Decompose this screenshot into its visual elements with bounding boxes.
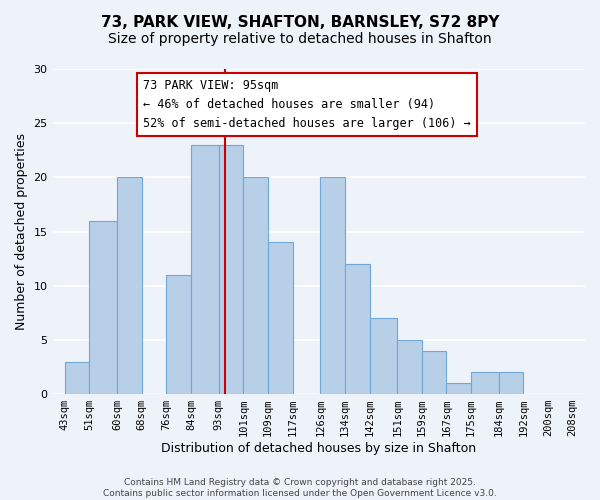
Bar bbox=[268, 242, 293, 394]
Bar bbox=[117, 178, 142, 394]
Bar bbox=[471, 372, 499, 394]
Text: 73, PARK VIEW, SHAFTON, BARNSLEY, S72 8PY: 73, PARK VIEW, SHAFTON, BARNSLEY, S72 8P… bbox=[101, 15, 499, 30]
Bar bbox=[446, 383, 471, 394]
Text: 73 PARK VIEW: 95sqm
← 46% of detached houses are smaller (94)
52% of semi-detach: 73 PARK VIEW: 95sqm ← 46% of detached ho… bbox=[143, 79, 471, 130]
Bar bbox=[499, 372, 523, 394]
Bar bbox=[89, 220, 117, 394]
Bar bbox=[166, 275, 191, 394]
Bar bbox=[219, 145, 244, 394]
Bar bbox=[244, 178, 268, 394]
Bar bbox=[345, 264, 370, 394]
Bar bbox=[65, 362, 89, 394]
Y-axis label: Number of detached properties: Number of detached properties bbox=[15, 133, 28, 330]
Text: Contains HM Land Registry data © Crown copyright and database right 2025.
Contai: Contains HM Land Registry data © Crown c… bbox=[103, 478, 497, 498]
Bar bbox=[422, 350, 446, 394]
Bar bbox=[397, 340, 422, 394]
Bar bbox=[320, 178, 345, 394]
Bar bbox=[370, 318, 397, 394]
Text: Size of property relative to detached houses in Shafton: Size of property relative to detached ho… bbox=[108, 32, 492, 46]
X-axis label: Distribution of detached houses by size in Shafton: Distribution of detached houses by size … bbox=[161, 442, 476, 455]
Bar bbox=[191, 145, 219, 394]
